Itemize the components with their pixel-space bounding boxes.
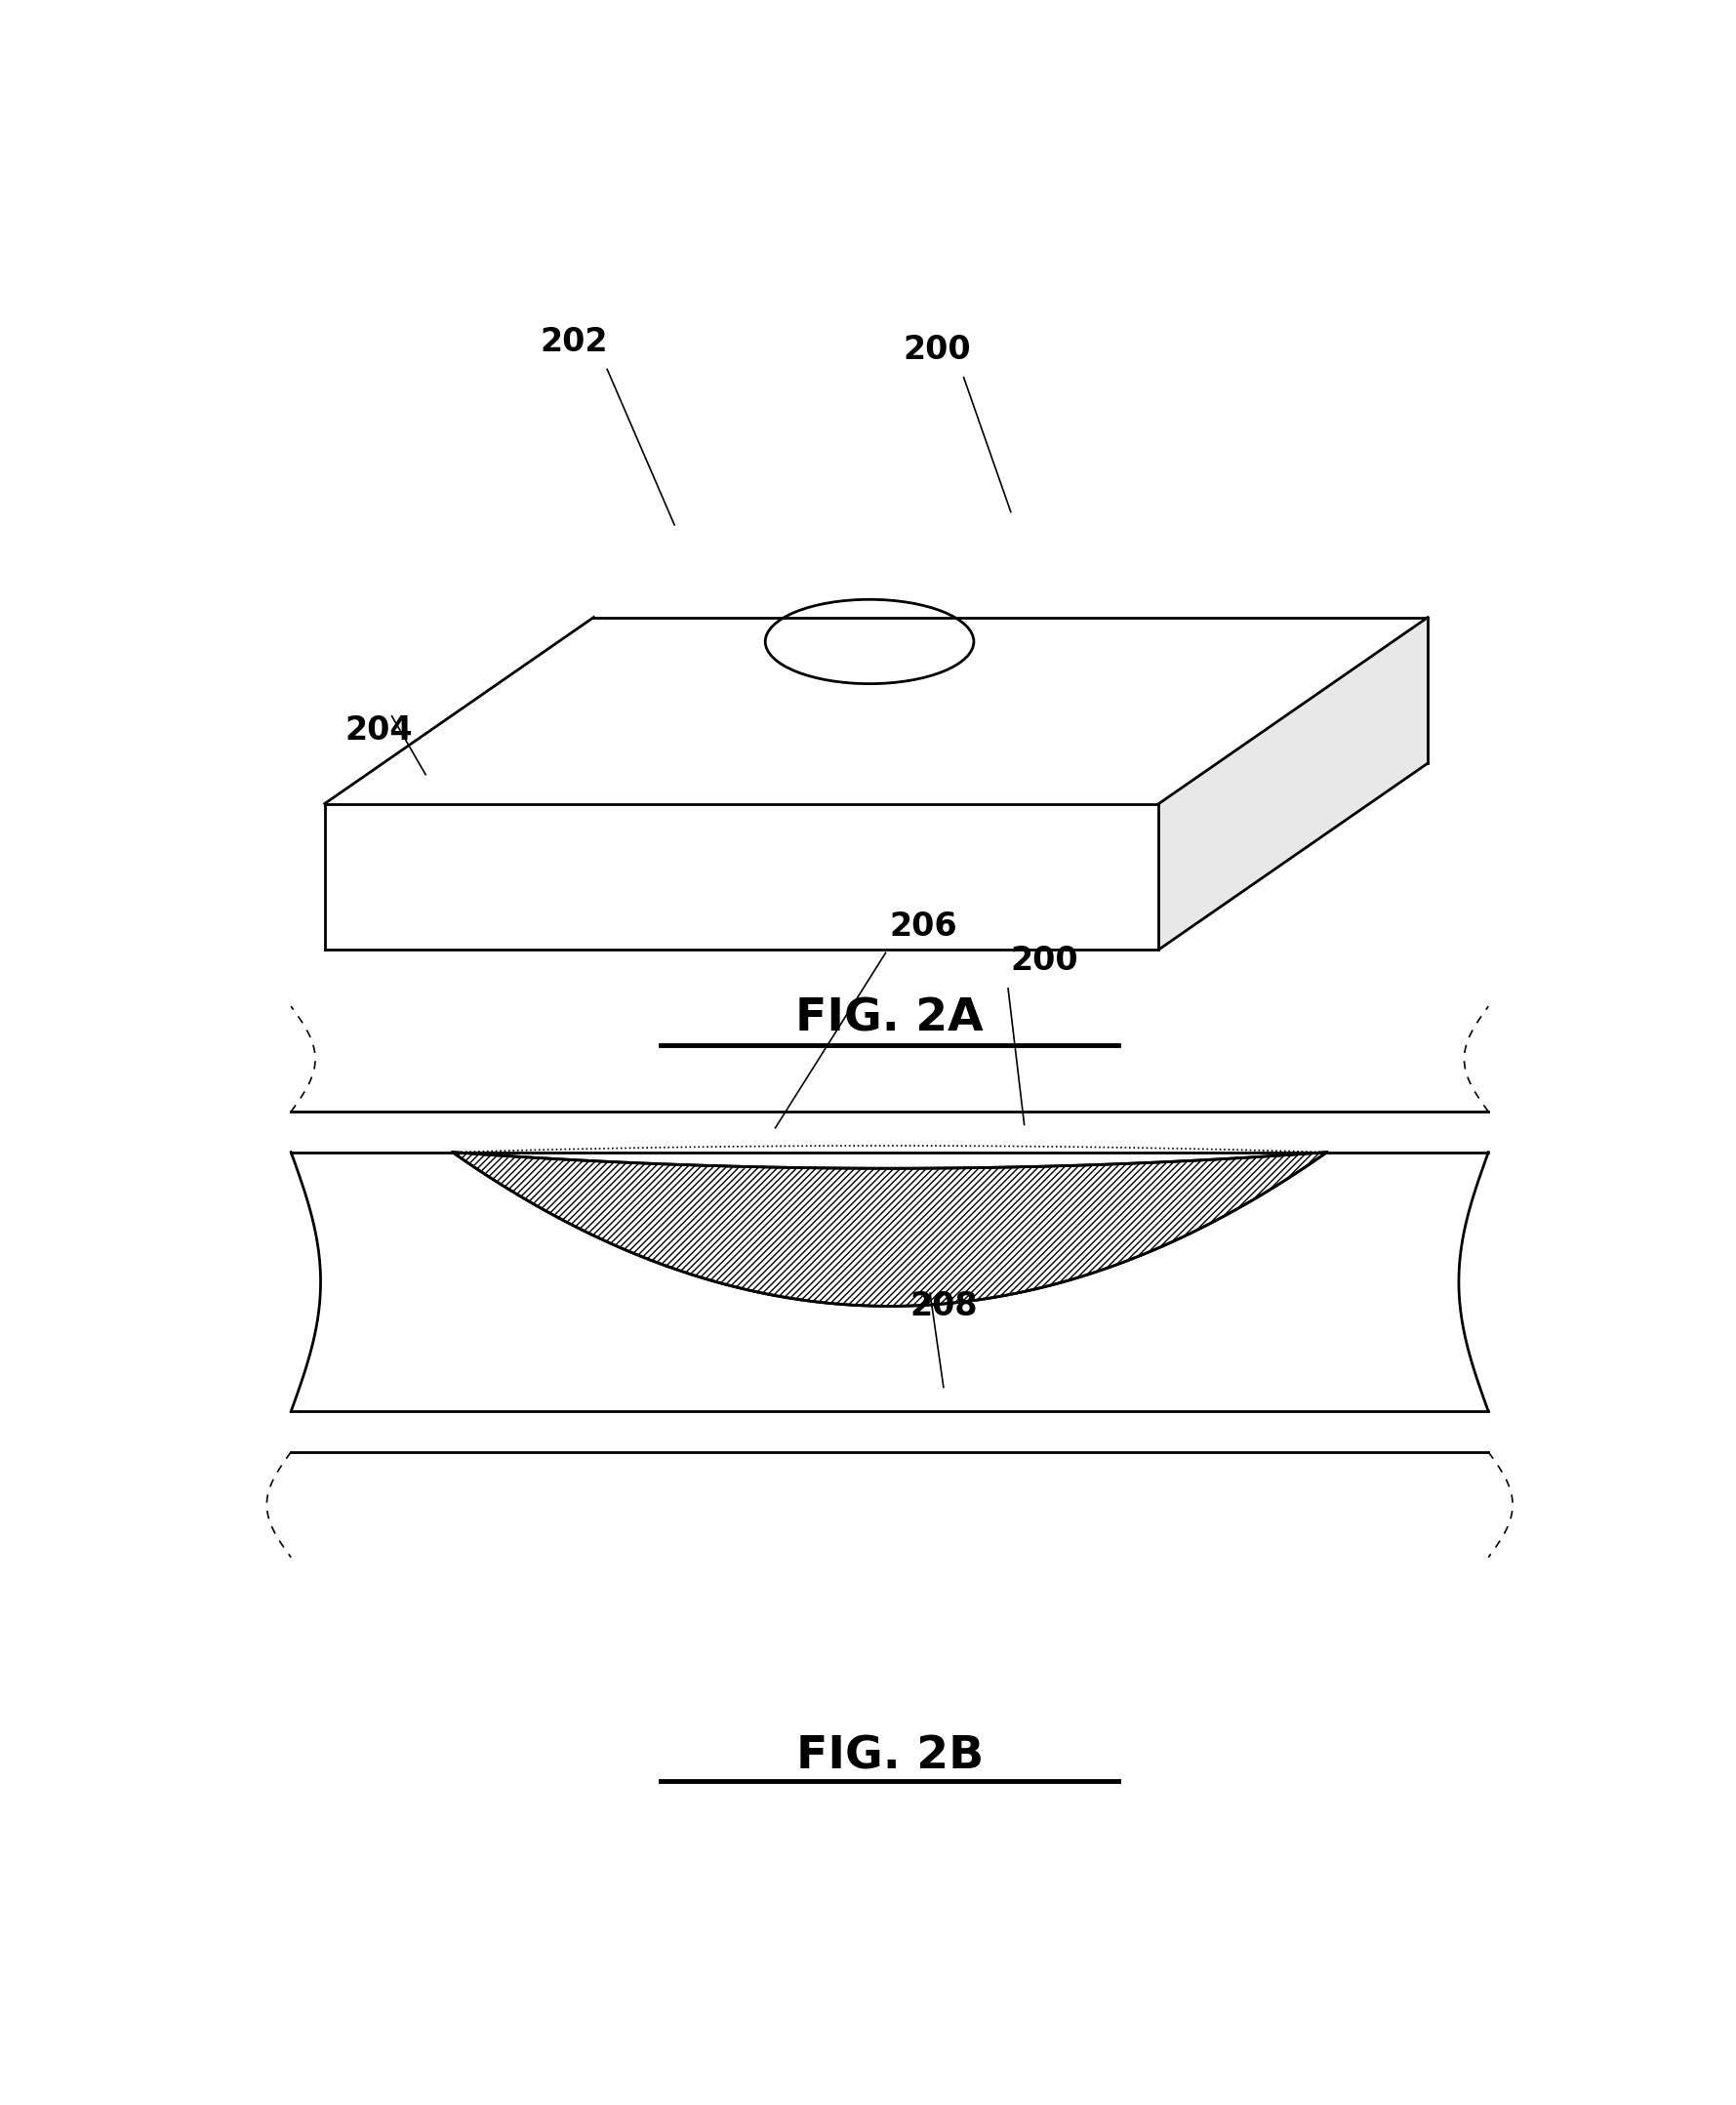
Polygon shape [325, 804, 1160, 949]
Polygon shape [453, 1151, 1326, 1305]
Text: FIG. 2B: FIG. 2B [795, 1735, 984, 1779]
Polygon shape [325, 617, 1427, 804]
Text: 204: 204 [345, 714, 413, 747]
Text: 208: 208 [910, 1290, 977, 1322]
Text: 206: 206 [891, 911, 958, 943]
Text: 202: 202 [540, 326, 608, 358]
Text: 200: 200 [903, 335, 970, 366]
Text: 200: 200 [1010, 945, 1078, 977]
Text: FIG. 2A: FIG. 2A [795, 998, 984, 1042]
Polygon shape [1160, 617, 1427, 949]
